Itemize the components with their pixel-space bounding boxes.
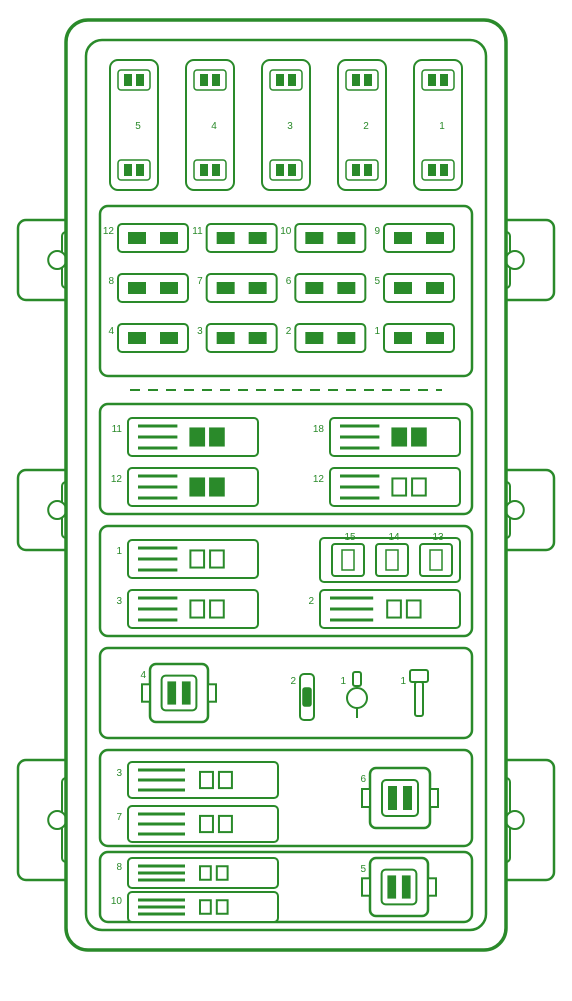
- top-slot: 2: [338, 60, 386, 190]
- svg-text:5: 5: [135, 121, 141, 132]
- top-slot: 3: [262, 60, 310, 190]
- svg-text:1: 1: [116, 546, 122, 557]
- svg-text:10: 10: [111, 896, 123, 907]
- mini-fuse: 1: [374, 324, 454, 352]
- svg-text:5: 5: [360, 864, 366, 875]
- fuse-box-diagram: 5432112111098765432111181212131514132421…: [0, 0, 572, 1001]
- mini-fuse: 7: [197, 274, 277, 302]
- mini-fuse: 6: [286, 274, 366, 302]
- svg-text:6: 6: [360, 774, 366, 785]
- svg-text:7: 7: [116, 812, 122, 823]
- svg-text:1: 1: [374, 326, 380, 337]
- top-slot: 5: [110, 60, 158, 190]
- svg-text:2: 2: [290, 676, 296, 687]
- svg-text:15: 15: [344, 532, 356, 543]
- top-slot: 4: [186, 60, 234, 190]
- svg-text:3: 3: [197, 326, 203, 337]
- svg-text:14: 14: [388, 532, 400, 543]
- svg-text:13: 13: [432, 532, 444, 543]
- svg-text:12: 12: [111, 474, 123, 485]
- svg-text:4: 4: [108, 326, 114, 337]
- svg-text:18: 18: [313, 424, 325, 435]
- mini-fuse: 3: [197, 324, 277, 352]
- svg-text:1: 1: [400, 676, 406, 687]
- top-slot: 1: [414, 60, 462, 190]
- svg-text:3: 3: [287, 121, 293, 132]
- svg-text:6: 6: [286, 276, 292, 287]
- svg-text:1: 1: [439, 121, 445, 132]
- svg-text:5: 5: [374, 276, 380, 287]
- svg-text:9: 9: [374, 226, 380, 237]
- svg-text:8: 8: [108, 276, 114, 287]
- mini-fuse: 4: [108, 324, 188, 352]
- svg-text:8: 8: [116, 862, 122, 873]
- svg-text:11: 11: [112, 424, 123, 435]
- svg-text:2: 2: [308, 596, 314, 607]
- mini-fuse: 9: [374, 224, 454, 252]
- svg-text:3: 3: [116, 596, 122, 607]
- svg-text:2: 2: [286, 326, 292, 337]
- mini-fuse: 5: [374, 274, 454, 302]
- svg-text:11: 11: [192, 226, 203, 237]
- svg-text:12: 12: [103, 226, 115, 237]
- svg-text:1: 1: [340, 676, 346, 687]
- mini-fuse: 2: [286, 324, 366, 352]
- svg-text:4: 4: [140, 670, 146, 681]
- svg-text:4: 4: [211, 121, 217, 132]
- mini-fuse: 8: [108, 274, 188, 302]
- svg-text:2: 2: [363, 121, 369, 132]
- svg-text:12: 12: [313, 474, 325, 485]
- svg-text:10: 10: [280, 226, 292, 237]
- svg-text:3: 3: [116, 768, 122, 779]
- svg-text:7: 7: [197, 276, 203, 287]
